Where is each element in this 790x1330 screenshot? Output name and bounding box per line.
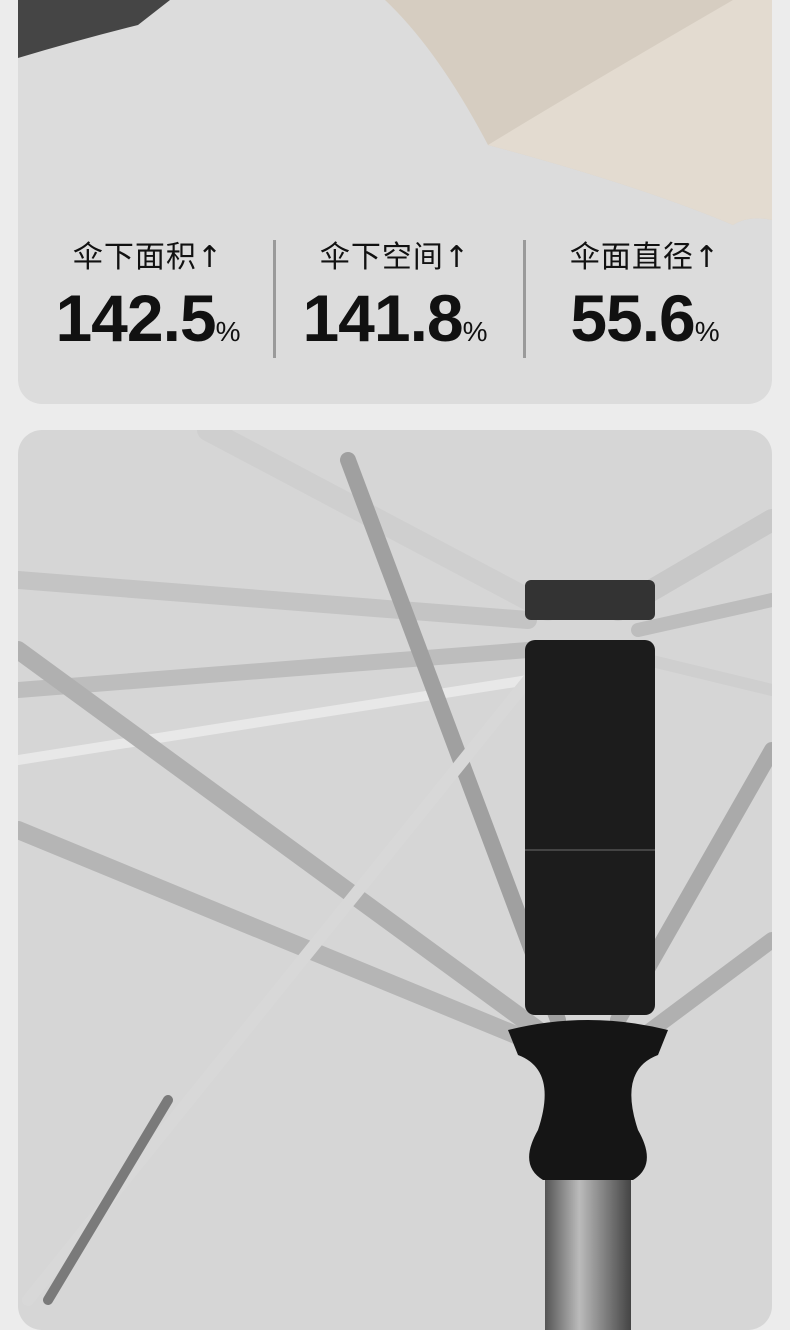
ribs [18,430,772,1306]
dark-canopy [18,0,170,58]
shaft [545,1180,631,1330]
stat-diameter: 伞面直径↑ 55.6% [520,238,770,372]
comparison-card [18,0,772,404]
stat-unit: % [694,316,720,347]
umbrella-frame-photo [18,430,772,1330]
divider [523,240,526,358]
top-notch [525,580,655,620]
arrow-up-icon: ↑ [196,240,224,275]
beige-canopy-panel [488,0,772,225]
runner-cylinder [525,640,655,1015]
stat-unit: % [462,316,488,347]
stat-space: 伞下空间↑ 141.8% [270,238,520,372]
canopy-illustration [18,0,772,225]
stat-value: 141.8 [302,281,463,355]
stat-label: 伞面直径 [569,240,694,275]
stat-unit: % [215,316,241,347]
arrow-up-icon: ↑ [443,240,471,275]
stat-label: 伞下面积 [72,240,197,275]
divider [273,240,276,358]
stats-row: 伞下面积↑ 142.5% 伞下空间↑ 141.8% 伞面直径↑ 55.6% [0,238,790,360]
stat-value: 142.5 [55,281,216,355]
stat-area: 伞下面积↑ 142.5% [23,238,273,372]
umbrella-frame-illustration [18,430,772,1330]
stat-value: 55.6 [570,281,695,355]
stat-label: 伞下空间 [319,240,444,275]
runner-collar [508,1020,668,1180]
arrow-up-icon: ↑ [693,240,721,275]
